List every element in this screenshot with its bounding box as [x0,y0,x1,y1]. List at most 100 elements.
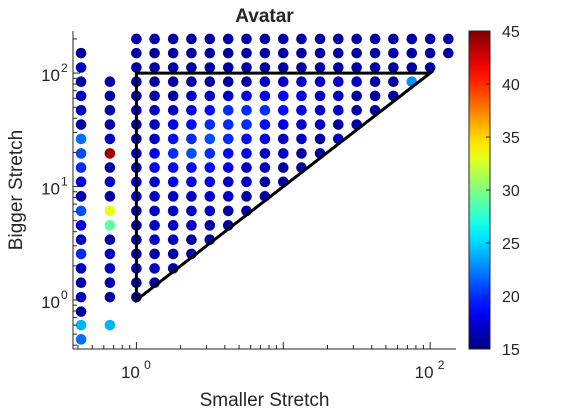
scatter-point [149,148,160,159]
scatter-point [104,133,116,145]
scatter-point [167,47,179,59]
scatter-point [241,62,252,73]
y-tick-label: 10 [41,293,60,312]
scatter-point [222,33,234,45]
scatter-point [149,105,160,116]
scatter-point [204,105,216,116]
scatter-point [204,162,216,173]
scatter-point [167,33,179,45]
scatter-point [388,76,399,87]
scatter-point [351,62,362,73]
scatter-point [277,162,289,173]
scatter-point [277,33,289,45]
scatter-point [296,148,307,159]
scatter-point [186,220,197,231]
scatter-point [204,148,216,159]
scatter-point [314,133,326,145]
scatter-point [314,76,326,87]
scatter-point [241,148,252,159]
scatter-point [75,133,87,145]
scatter-point [149,263,160,274]
scatter-point [351,90,362,102]
scatter-point [222,148,234,159]
scatter-point [167,191,179,202]
scatter-point [104,76,116,87]
scatter-point [75,306,87,317]
scatter-point [369,33,381,45]
scatter-point [149,248,160,260]
scatter-point [351,33,362,45]
scatter-point [75,334,87,345]
y-tick-exponent: 2 [61,61,68,75]
annotation-layer [134,71,435,304]
scatter-point [296,47,307,59]
scatter-point [204,133,216,145]
scatter-point [167,220,179,231]
scatter-point [277,148,289,159]
scatter-point [369,90,381,102]
scatter-point [149,76,160,87]
scatter-point [222,205,234,217]
scatter-point [259,162,271,173]
scatter-point [296,76,307,87]
scatter-point [75,162,87,173]
scatter-point [149,162,160,173]
scatter-point [277,105,289,116]
scatter-point [186,133,197,145]
colorbar-tick-label: 30 [502,183,520,200]
scatter-point [314,119,326,130]
scatter-point [222,76,234,87]
scatter-point [204,90,216,102]
scatter-point [75,291,87,303]
scatter-point [75,205,87,217]
scatter-point [186,105,197,116]
colorbar-tick-label: 45 [502,24,520,41]
scatter-markers [75,33,454,345]
scatter-point [204,220,216,231]
scatter-point [259,33,271,45]
scatter-point [314,105,326,116]
axes: 10 0 10 210 010 110 2 [41,31,456,382]
scatter-point [149,176,160,188]
scatter-point [241,176,252,188]
scatter-point [259,105,271,116]
scatter-point [149,234,160,246]
scatter-point [277,90,289,102]
x-tick-label: 10 [415,363,434,382]
scatter-point [75,119,87,130]
scatter-point [149,90,160,102]
scatter-point [75,191,87,202]
y-tick-exponent: 1 [61,175,68,189]
scatter-point [104,248,116,260]
scatter-point [388,62,399,73]
scatter-point [259,133,271,145]
scatter-point [149,62,160,73]
scatter-point [406,47,418,59]
colorbar-tick-label: 15 [502,342,520,359]
scatter-point [333,47,344,59]
scatter-point [314,47,326,59]
scatter-point [167,133,179,145]
scatter-point [241,47,252,59]
scatter-point [424,33,436,45]
scatter-point [167,248,179,260]
scatter-point [204,176,216,188]
scatter-point [104,263,116,274]
scatter-point [222,90,234,102]
scatter-point [75,76,87,87]
scatter-point [204,62,216,73]
scatter-point [104,162,116,173]
scatter-point [333,62,344,73]
scatter-point [75,62,87,73]
scatter-point [333,76,344,87]
x-tick-label: 10 [121,363,140,382]
scatter-point [222,62,234,73]
scatter-point [167,76,179,87]
scatter-point [277,76,289,87]
scatter-point [104,176,116,188]
scatter-point [424,47,436,59]
scatter-point [241,191,252,202]
scatter-point [222,119,234,130]
scatter-point [75,47,87,59]
scatter-point [167,205,179,217]
